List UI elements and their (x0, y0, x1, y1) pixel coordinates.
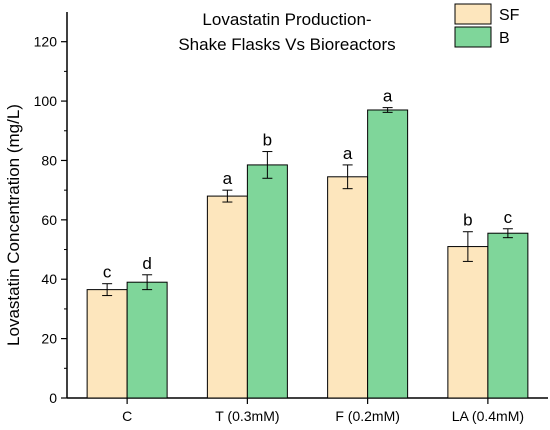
bar-SF-2 (206, 195, 248, 399)
bar-SF-4 (447, 246, 489, 399)
x-tick-label: T (0.3mM) (215, 408, 279, 424)
significance-letter: d (142, 254, 151, 273)
bar-SF-1 (86, 289, 128, 399)
y-tick-label: 60 (41, 212, 57, 228)
x-tick-label: F (0.2mM) (335, 408, 400, 424)
legend-swatch-SF (454, 3, 492, 25)
y-tick-label: 20 (41, 331, 57, 347)
bar-SF-3 (327, 176, 369, 399)
x-tick-label: LA (0.4mM) (452, 408, 524, 424)
chart-title-line-1: Lovastatin Production- (202, 10, 371, 29)
bar-B-2 (246, 164, 288, 399)
bar-B-1 (126, 281, 168, 399)
bar-B-4 (487, 232, 529, 399)
bar-B-3 (367, 109, 409, 399)
legend-label-SF: SF (499, 7, 520, 24)
significance-letter: b (263, 131, 272, 150)
significance-letter: a (223, 169, 233, 188)
significance-letter: c (103, 263, 112, 282)
legend: SF B (454, 3, 520, 48)
significance-letter: a (343, 144, 353, 163)
legend-swatch-B (454, 26, 492, 48)
chart-title: Lovastatin Production- Shake Flasks Vs B… (178, 10, 395, 54)
x-tick-label: C (122, 408, 132, 424)
y-axis-label: Lovastatin Concentration (mg/L) (4, 104, 23, 346)
y-tick-label: 0 (49, 390, 57, 406)
significance-letter: c (504, 208, 513, 227)
y-tick-label: 100 (34, 93, 58, 109)
legend-label-B: B (499, 30, 510, 47)
significance-letter: a (383, 87, 393, 106)
y-tick-label: 120 (34, 34, 58, 50)
y-tick-label: 40 (41, 271, 57, 287)
chart-title-line-2: Shake Flasks Vs Bioreactors (178, 35, 395, 54)
plot-area: 0 20 40 60 80 100 120 Cc d T (0.3mM) a b F (0.2mM) a a… (34, 12, 548, 424)
significance-letter: b (463, 211, 472, 230)
y-tick-label: 80 (41, 152, 57, 168)
